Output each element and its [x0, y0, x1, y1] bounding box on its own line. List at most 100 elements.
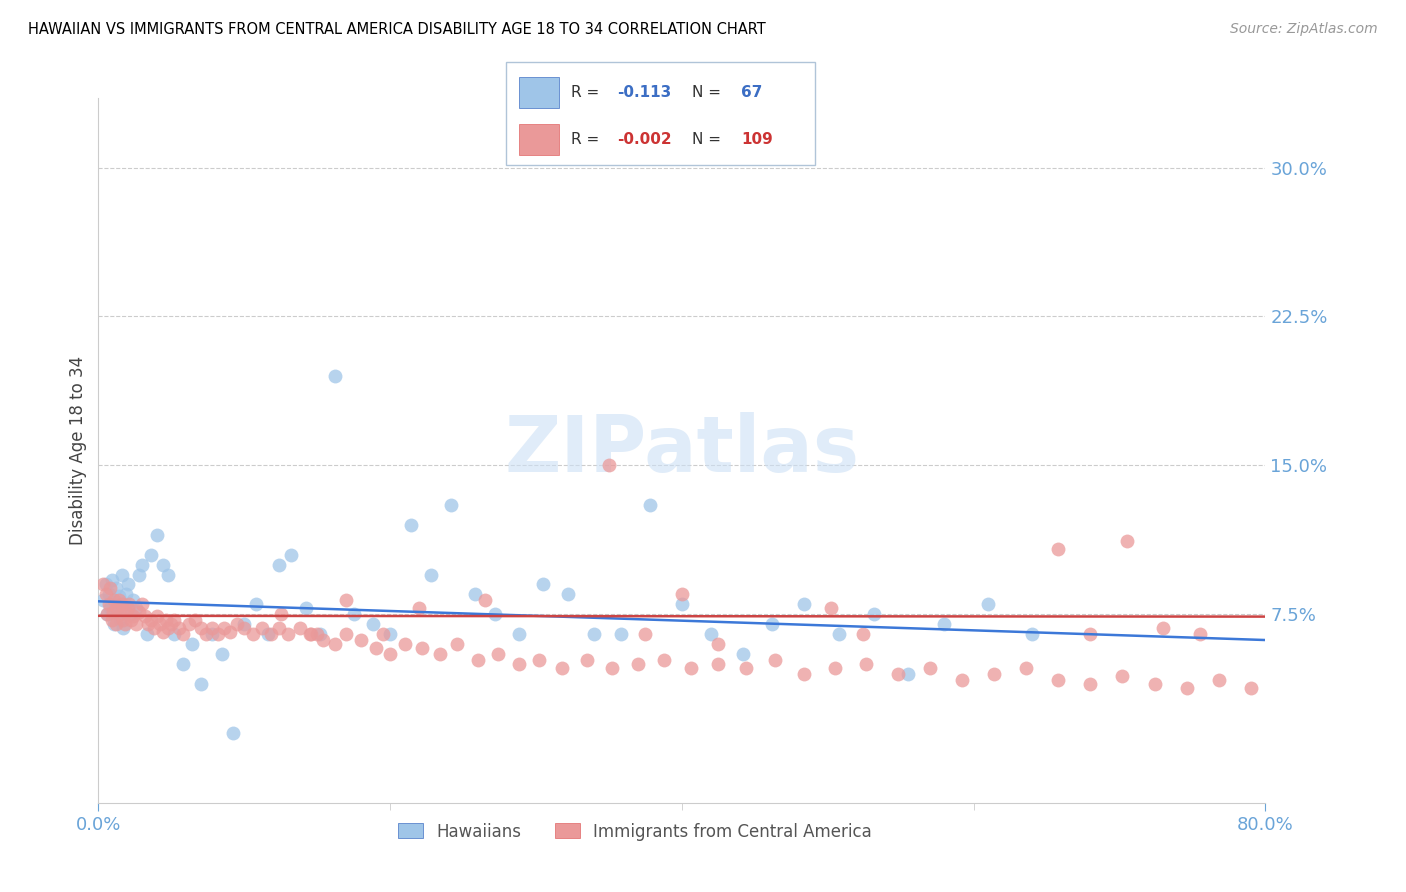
Point: [299, 627, 322, 641]
Point: [983, 666, 1005, 681]
Point: [98, 582, 121, 596]
Point: [101, 597, 124, 611]
Point: [1175, 681, 1198, 695]
Point: [1111, 669, 1133, 683]
Point: [110, 607, 132, 622]
Point: [707, 657, 730, 671]
Point: [242, 627, 264, 641]
Point: [863, 607, 886, 622]
Point: [1080, 627, 1102, 641]
Point: [250, 621, 273, 635]
Point: [1152, 621, 1174, 635]
Point: [105, 605, 128, 619]
Point: [820, 601, 842, 615]
Text: R =: R =: [571, 132, 599, 147]
Point: [474, 593, 496, 607]
Point: [118, 597, 141, 611]
Point: [259, 627, 281, 641]
Legend: Hawaiians, Immigrants from Central America: Hawaiians, Immigrants from Central Ameri…: [392, 816, 879, 847]
Point: [135, 627, 157, 641]
Point: [201, 621, 224, 635]
Point: [157, 621, 180, 635]
Point: [233, 617, 256, 632]
Point: [350, 633, 373, 648]
Point: [114, 617, 136, 632]
Point: [335, 593, 357, 607]
Y-axis label: Disability Age 18 to 34: Disability Age 18 to 34: [69, 356, 87, 545]
Point: [226, 617, 249, 632]
Point: [576, 653, 599, 667]
Point: [654, 653, 676, 667]
Point: [269, 621, 291, 635]
Point: [105, 601, 128, 615]
Point: [98, 601, 121, 615]
Point: [1188, 627, 1211, 641]
Point: [125, 617, 148, 632]
Point: [183, 613, 205, 627]
Point: [671, 587, 693, 601]
Point: [91, 593, 114, 607]
Point: [323, 369, 346, 384]
Point: [108, 590, 131, 604]
Text: 67: 67: [741, 85, 762, 100]
Point: [104, 617, 127, 632]
Point: [508, 657, 530, 671]
Point: [294, 601, 316, 615]
Point: [298, 627, 321, 641]
Point: [139, 613, 162, 627]
Point: [1047, 673, 1070, 687]
Point: [763, 653, 786, 667]
Point: [207, 627, 229, 641]
Point: [97, 587, 120, 601]
Point: [152, 625, 174, 640]
Text: N =: N =: [692, 132, 721, 147]
Point: [371, 627, 394, 641]
Point: [420, 567, 443, 582]
Point: [256, 627, 278, 641]
Text: 109: 109: [741, 132, 773, 147]
Point: [114, 597, 136, 611]
Point: [508, 627, 530, 641]
Point: [180, 637, 202, 651]
Point: [128, 605, 150, 619]
Point: [94, 577, 117, 591]
Text: -0.113: -0.113: [617, 85, 672, 100]
Point: [152, 558, 174, 572]
Point: [440, 498, 463, 512]
Point: [733, 647, 755, 661]
Point: [128, 567, 150, 582]
Point: [288, 621, 311, 635]
Point: [598, 458, 620, 473]
Point: [399, 517, 422, 532]
Point: [394, 637, 416, 651]
Text: R =: R =: [571, 85, 599, 100]
Point: [484, 607, 506, 622]
Point: [160, 617, 183, 632]
Point: [918, 661, 941, 675]
Point: [195, 627, 218, 641]
Point: [364, 640, 387, 655]
Point: [131, 558, 153, 572]
Point: [131, 597, 153, 611]
Point: [1047, 541, 1070, 556]
Point: [1015, 661, 1038, 675]
Point: [112, 613, 135, 627]
Point: [700, 627, 723, 641]
Point: [312, 633, 335, 648]
Point: [103, 617, 125, 632]
Point: [671, 597, 693, 611]
Point: [824, 661, 846, 675]
Point: [117, 601, 139, 615]
Point: [155, 613, 177, 627]
Point: [1208, 673, 1230, 687]
Point: [583, 627, 606, 641]
Point: [735, 661, 758, 675]
Point: [101, 605, 124, 619]
Point: [950, 673, 973, 687]
Point: [361, 617, 384, 632]
Point: [112, 621, 135, 635]
Point: [557, 587, 579, 601]
Point: [380, 627, 402, 641]
Bar: [519, 124, 558, 155]
Point: [761, 617, 783, 632]
